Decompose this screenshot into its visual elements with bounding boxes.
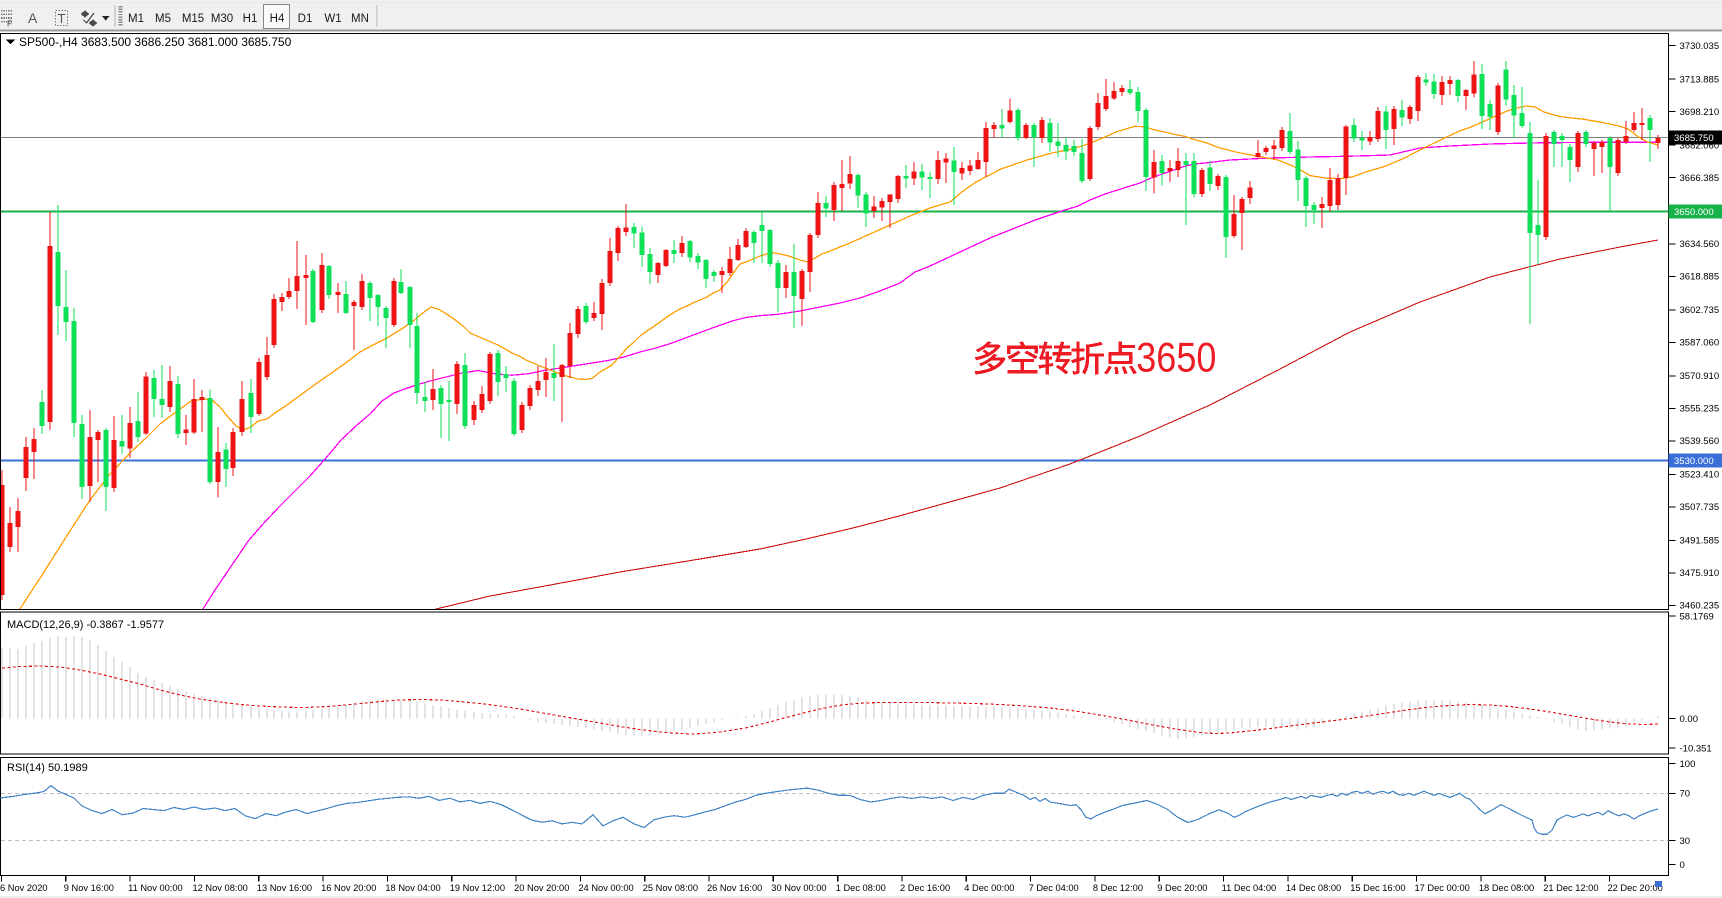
- svg-text:3650.000: 3650.000: [1674, 207, 1714, 218]
- svg-text:30 Nov 00:00: 30 Nov 00:00: [771, 883, 826, 893]
- svg-text:3682.060: 3682.060: [1680, 141, 1720, 152]
- svg-text:SP500-,H4 3683.500 3686.250 3: SP500-,H4 3683.500 3686.250 3681.000 368…: [19, 35, 292, 49]
- svg-text:6 Nov 2020: 6 Nov 2020: [0, 883, 48, 893]
- svg-text:3634.560: 3634.560: [1680, 239, 1720, 250]
- svg-text:3618.885: 3618.885: [1680, 272, 1720, 283]
- svg-text:1 Dec 08:00: 1 Dec 08:00: [836, 883, 886, 893]
- svg-text:A: A: [28, 10, 38, 26]
- svg-text:3475.910: 3475.910: [1680, 568, 1720, 579]
- svg-text:H4: H4: [270, 13, 285, 25]
- svg-text:-10.351: -10.351: [1680, 743, 1712, 754]
- svg-text:70: 70: [1680, 789, 1691, 800]
- svg-text:RSI(14) 50.1989: RSI(14) 50.1989: [7, 762, 88, 774]
- svg-text:7 Dec 04:00: 7 Dec 04:00: [1029, 883, 1079, 893]
- svg-text:3570.910: 3570.910: [1680, 371, 1720, 382]
- svg-text:19 Nov 12:00: 19 Nov 12:00: [450, 883, 505, 893]
- svg-text:12 Nov 08:00: 12 Nov 08:00: [193, 883, 248, 893]
- svg-text:16 Nov 20:00: 16 Nov 20:00: [321, 883, 376, 893]
- svg-text:3713.885: 3713.885: [1680, 75, 1720, 86]
- svg-text:3555.235: 3555.235: [1680, 404, 1720, 415]
- svg-text:15 Dec 16:00: 15 Dec 16:00: [1350, 883, 1405, 893]
- svg-text:24 Nov 00:00: 24 Nov 00:00: [578, 883, 633, 893]
- svg-text:W1: W1: [324, 13, 341, 25]
- svg-text:3587.060: 3587.060: [1680, 338, 1720, 349]
- svg-text:3685.750: 3685.750: [1674, 133, 1714, 144]
- svg-text:9 Nov 16:00: 9 Nov 16:00: [64, 883, 114, 893]
- svg-text:3730.035: 3730.035: [1680, 41, 1720, 52]
- svg-text:H1: H1: [243, 13, 258, 25]
- svg-text:MN: MN: [351, 13, 369, 25]
- svg-text:0: 0: [1680, 860, 1685, 871]
- svg-text:D1: D1: [298, 13, 313, 25]
- svg-text:F: F: [7, 20, 12, 29]
- svg-text:M1: M1: [128, 13, 144, 25]
- svg-text:11 Dec 04:00: 11 Dec 04:00: [1222, 883, 1277, 893]
- svg-text:18 Dec 08:00: 18 Dec 08:00: [1479, 883, 1534, 893]
- svg-text:25 Nov 08:00: 25 Nov 08:00: [643, 883, 698, 893]
- svg-text:3650: 3650: [1136, 335, 1216, 381]
- svg-text:17 Dec 00:00: 17 Dec 00:00: [1415, 883, 1470, 893]
- svg-text:3530.000: 3530.000: [1674, 456, 1714, 467]
- svg-text:M30: M30: [211, 13, 233, 25]
- svg-text:3507.735: 3507.735: [1680, 502, 1720, 513]
- svg-text:MACD(12,26,9) -0.3867 -1.9577: MACD(12,26,9) -0.3867 -1.9577: [7, 619, 164, 631]
- svg-text:3539.560: 3539.560: [1680, 436, 1720, 447]
- svg-text:M5: M5: [155, 13, 171, 25]
- svg-text:0.00: 0.00: [1680, 714, 1699, 725]
- svg-text:21 Dec 12:00: 21 Dec 12:00: [1543, 883, 1598, 893]
- svg-text:18 Nov 04:00: 18 Nov 04:00: [385, 883, 440, 893]
- svg-text:22 Dec 20:00: 22 Dec 20:00: [1608, 883, 1663, 893]
- svg-text:58.1769: 58.1769: [1680, 611, 1714, 622]
- svg-text:3523.410: 3523.410: [1680, 470, 1720, 481]
- svg-text:13 Nov 16:00: 13 Nov 16:00: [257, 883, 312, 893]
- svg-text:3602.735: 3602.735: [1680, 305, 1720, 316]
- svg-text:30: 30: [1680, 836, 1691, 847]
- svg-text:100: 100: [1680, 759, 1696, 770]
- svg-text:14 Dec 08:00: 14 Dec 08:00: [1286, 883, 1341, 893]
- svg-text:3698.210: 3698.210: [1680, 107, 1720, 118]
- svg-text:4 Dec 00:00: 4 Dec 00:00: [964, 883, 1014, 893]
- svg-text:2 Dec 16:00: 2 Dec 16:00: [900, 883, 950, 893]
- svg-text:9 Dec 20:00: 9 Dec 20:00: [1157, 883, 1207, 893]
- svg-text:3460.235: 3460.235: [1680, 601, 1720, 612]
- svg-text:M15: M15: [182, 13, 204, 25]
- svg-text:3666.385: 3666.385: [1680, 173, 1720, 184]
- svg-text:26 Nov 16:00: 26 Nov 16:00: [707, 883, 762, 893]
- svg-text:11 Nov 00:00: 11 Nov 00:00: [128, 883, 183, 893]
- svg-text:8 Dec 12:00: 8 Dec 12:00: [1093, 883, 1143, 893]
- svg-text:20 Nov 20:00: 20 Nov 20:00: [514, 883, 569, 893]
- svg-text:3491.585: 3491.585: [1680, 536, 1720, 547]
- svg-text:T: T: [58, 11, 66, 26]
